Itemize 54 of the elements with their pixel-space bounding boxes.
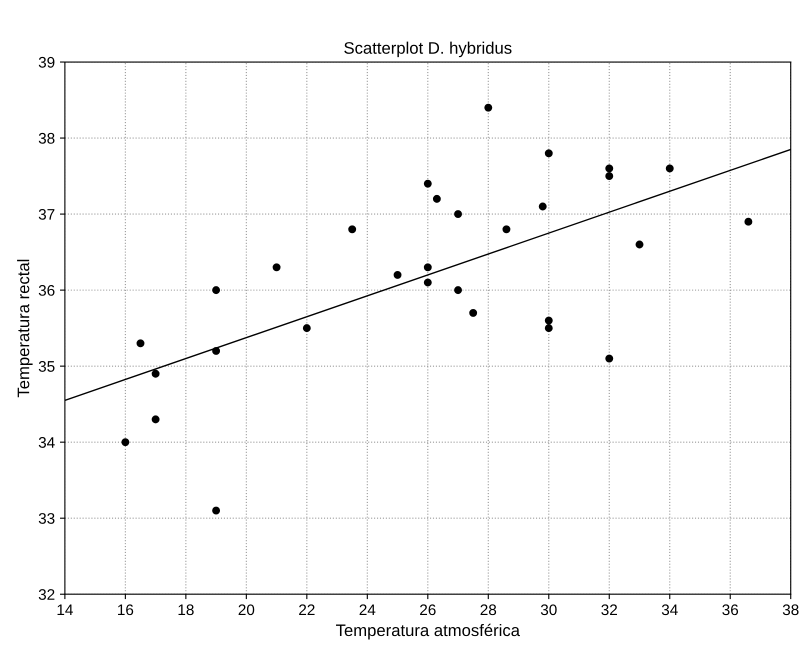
point — [152, 370, 160, 378]
point — [605, 164, 614, 172]
y-tick-label: 36 — [38, 284, 54, 296]
point — [394, 270, 402, 279]
x-tick-label: 28 — [480, 604, 496, 616]
point — [636, 240, 644, 248]
chart-title: Scatterplot D. hybridus — [344, 42, 512, 58]
point — [605, 354, 614, 362]
x-tick-label: 18 — [178, 604, 194, 616]
point — [484, 104, 492, 112]
point — [544, 316, 553, 324]
point — [212, 506, 220, 515]
x-tick-label: 26 — [420, 604, 436, 616]
point — [212, 286, 220, 294]
x-tick-label: 30 — [540, 604, 557, 616]
point — [454, 210, 462, 218]
y-tick-label: 37 — [38, 208, 54, 220]
x-axis-title: Temperatura atmosférica — [336, 624, 520, 640]
point — [424, 180, 432, 188]
point — [605, 172, 614, 180]
point — [454, 286, 462, 294]
y-tick-label: 38 — [38, 132, 54, 144]
point — [136, 339, 144, 348]
point — [502, 225, 510, 234]
y-axis-title: Temperatura rectal — [17, 260, 33, 398]
x-tick-label: 34 — [662, 604, 678, 616]
point — [432, 194, 441, 203]
point — [272, 263, 281, 272]
y-tick-label: 33 — [38, 513, 54, 524]
point — [544, 149, 553, 158]
point — [424, 263, 432, 272]
x-tick-label: 32 — [601, 604, 617, 616]
x-tick-label: 36 — [722, 604, 738, 616]
y-tick-label: 34 — [38, 437, 55, 448]
x-tick-label: 22 — [299, 604, 315, 616]
point — [666, 164, 674, 172]
x-tick-label: 20 — [238, 604, 254, 616]
point — [424, 278, 432, 286]
point — [538, 202, 547, 210]
x-tick-label: 16 — [118, 604, 134, 616]
x-tick-label: 14 — [58, 604, 73, 616]
point — [348, 225, 356, 234]
point — [302, 324, 311, 332]
y-tick-label: 39 — [38, 56, 54, 68]
point — [212, 346, 220, 355]
x-tick-label: 38 — [782, 604, 799, 616]
x-tick-label: 24 — [360, 604, 376, 616]
y-tick-label: 35 — [38, 361, 55, 372]
point — [121, 438, 130, 446]
point — [544, 324, 553, 332]
point — [152, 415, 160, 424]
point — [744, 218, 752, 226]
point — [469, 308, 478, 317]
y-tick-label: 32 — [38, 589, 54, 600]
